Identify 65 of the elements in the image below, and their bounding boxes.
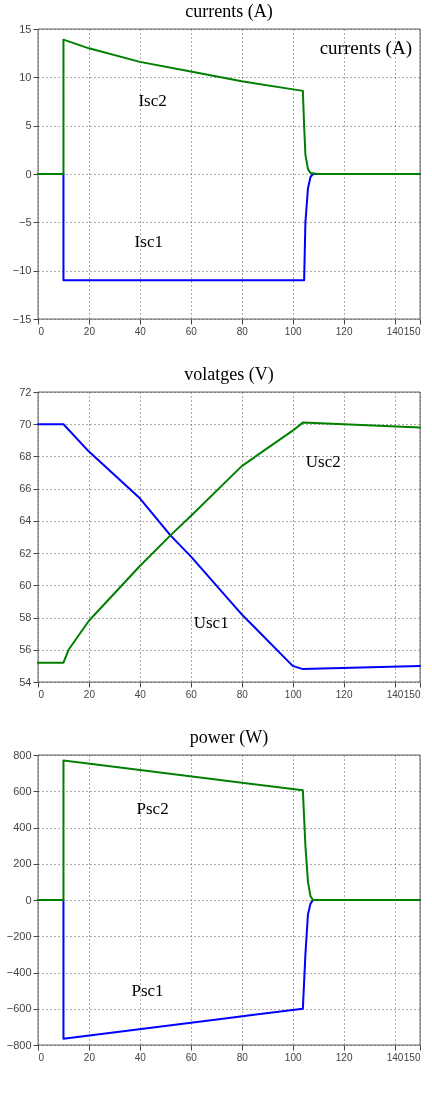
x-tick-label: 140 — [386, 1051, 404, 1063]
x-tick-label: 0 — [38, 688, 45, 700]
x-tick-label: 80 — [236, 688, 249, 700]
x-tick-label: 150 — [403, 325, 421, 337]
y-tick-label: 600 — [13, 784, 32, 797]
x-tick-label: 40 — [134, 688, 147, 700]
y-tick-label: 0 — [25, 893, 32, 906]
y-tick-label: 10 — [19, 70, 32, 83]
y-tick-label: 0 — [25, 167, 32, 180]
x-tick-label: 20 — [83, 688, 96, 700]
x-tick-label: 100 — [284, 688, 302, 700]
y-tick-label: −5 — [18, 215, 32, 228]
x-tick-label: 60 — [185, 325, 198, 337]
x-tick-label: 60 — [185, 1051, 198, 1063]
x-tick-label: 20 — [83, 1051, 96, 1063]
annotation: Usc1 — [193, 613, 229, 633]
y-tick-label: −10 — [12, 264, 32, 277]
annotation: Isc2 — [138, 90, 167, 110]
y-tick-label: −800 — [6, 1038, 32, 1051]
annotation: Psc1 — [131, 980, 164, 1000]
x-tick-label: 150 — [403, 688, 421, 700]
y-tick-label: −200 — [6, 929, 32, 942]
x-tick-label: 40 — [134, 1051, 147, 1063]
x-tick-label: 150 — [403, 1051, 421, 1063]
x-tick-label: 140 — [386, 688, 404, 700]
x-tick-label: 120 — [335, 325, 353, 337]
y-tick-label: 60 — [19, 578, 32, 591]
y-tick-label: 62 — [19, 546, 32, 559]
x-tick-label: 80 — [236, 325, 249, 337]
y-tick-label: 66 — [19, 482, 32, 495]
y-tick-label: 68 — [19, 449, 32, 462]
y-tick-label: 56 — [19, 643, 32, 656]
x-tick-label: 100 — [284, 1051, 302, 1063]
chart-title: power (W) — [189, 727, 269, 748]
x-tick-label: 100 — [284, 325, 302, 337]
x-tick-label: 140 — [386, 325, 404, 337]
y-tick-label: −400 — [6, 966, 32, 978]
y-tick-label: 70 — [19, 417, 32, 430]
y-tick-label: −600 — [6, 1002, 32, 1015]
y-tick-label: 15 — [19, 22, 32, 35]
x-tick-label: 80 — [236, 1051, 249, 1063]
chart-title: volatges (V) — [184, 364, 274, 385]
y-tick-label: 400 — [13, 821, 32, 833]
x-tick-label: 20 — [83, 325, 96, 337]
annotation: Psc2 — [136, 799, 169, 819]
y-tick-label: 64 — [19, 514, 32, 527]
x-tick-label: 0 — [38, 325, 45, 337]
x-tick-label: 60 — [185, 688, 198, 700]
x-tick-label: 120 — [335, 688, 353, 700]
y-tick-label: 800 — [13, 748, 32, 761]
line-series — [37, 38, 421, 175]
annotation: Usc2 — [305, 452, 341, 472]
annotation: Isc1 — [134, 232, 163, 252]
x-tick-label: 0 — [38, 1051, 45, 1063]
y-tick-label: 5 — [25, 119, 32, 132]
x-tick-label: 120 — [335, 1051, 353, 1063]
y-tick-label: 72 — [19, 385, 32, 398]
y-tick-label: −15 — [12, 312, 32, 325]
line-series — [37, 759, 421, 901]
annotation: currents (A) — [319, 37, 412, 59]
y-tick-label: 200 — [13, 857, 32, 870]
y-tick-label: 58 — [19, 611, 32, 624]
chart-title: currents (A) — [185, 1, 273, 22]
y-tick-label: 54 — [19, 675, 32, 688]
x-tick-label: 40 — [134, 325, 147, 337]
